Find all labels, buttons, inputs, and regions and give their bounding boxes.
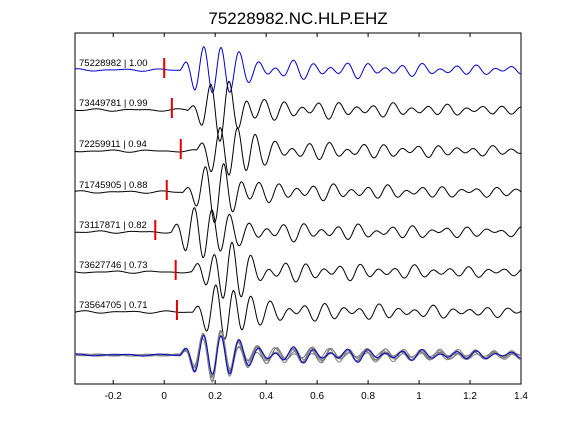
x-tick-label: 0.4 xyxy=(259,391,273,402)
trace-line-73564705 xyxy=(74,284,522,340)
stack-group xyxy=(74,329,522,383)
x-tick-label: 0.8 xyxy=(361,391,375,402)
x-tick-label: 1 xyxy=(416,391,422,402)
trace-label-73564705: 73564705 | 0.71 xyxy=(79,300,148,311)
trace-label-73117871: 73117871 | 0.82 xyxy=(79,220,147,231)
trace-label-71745905: 71745905 | 0.88 xyxy=(79,180,148,191)
trace-line-71745905 xyxy=(74,163,522,224)
trace-label-73449781: 73449781 | 0.99 xyxy=(79,98,148,109)
x-tick-label: 1.4 xyxy=(514,391,528,402)
x-axis: -0.2 0 0.2 0.4 0.6 0.8 1 1.2 1.4 xyxy=(105,33,528,402)
trace-line-73449781 xyxy=(74,80,522,142)
chart-title: 75228982.NC.HLP.EHZ xyxy=(208,9,387,28)
trace-label-73627746: 73627746 | 0.73 xyxy=(79,260,148,271)
x-tick-label: 1.2 xyxy=(463,391,477,402)
stack-trace-73449781 xyxy=(74,330,522,383)
x-tick-label: 0.2 xyxy=(208,391,222,402)
trace-line-73117871 xyxy=(74,207,522,259)
traces-group: 75228982 | 1.00 73449781 | 0.99 72259911 |… xyxy=(74,46,522,340)
x-tick-label: 0.6 xyxy=(310,391,324,402)
trace-line-75228982 xyxy=(74,46,522,94)
stack-trace-75228982 xyxy=(74,334,522,375)
trace-label-72259911: 72259911 | 0.94 xyxy=(79,139,147,150)
trace-line-73627746 xyxy=(74,241,522,299)
x-tick-label: -0.2 xyxy=(105,391,123,402)
x-tick-label: 0 xyxy=(161,391,167,402)
plot-area xyxy=(74,32,522,385)
trace-line-72259911 xyxy=(74,127,522,176)
trace-label-75228982: 75228982 | 1.00 xyxy=(79,58,148,69)
